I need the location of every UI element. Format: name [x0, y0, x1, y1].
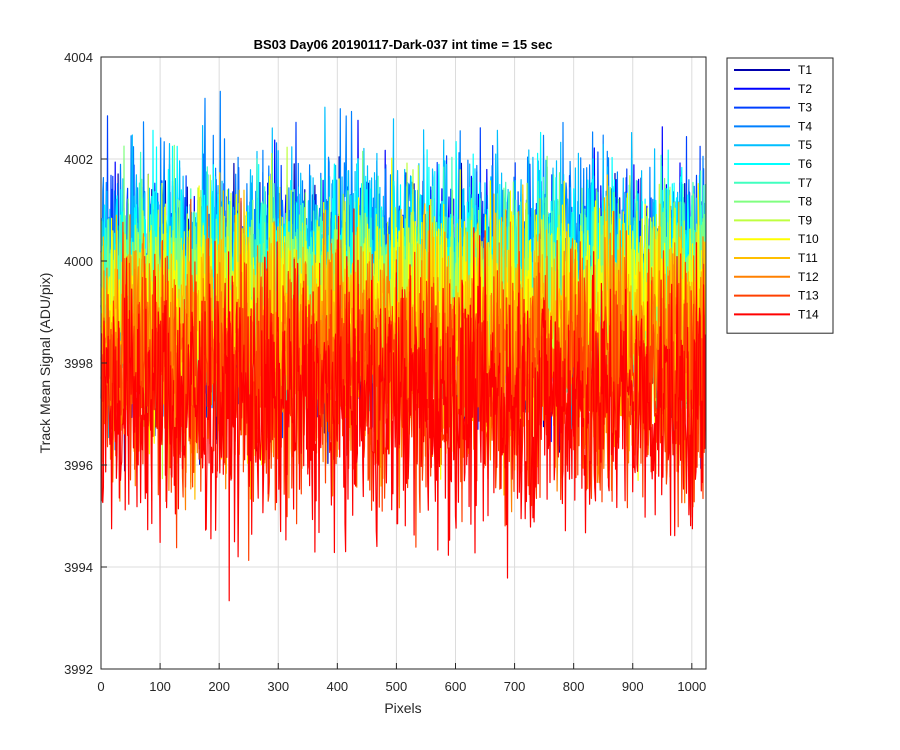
x-tick-label: 300 [267, 679, 289, 694]
x-tick-label: 700 [504, 679, 526, 694]
x-tick-label: 200 [208, 679, 230, 694]
x-tick-label: 0 [97, 679, 104, 694]
y-tick-label: 4000 [64, 254, 93, 269]
legend-label-T11: T11 [798, 251, 818, 265]
x-tick-label: 100 [149, 679, 171, 694]
series-group [100, 90, 706, 602]
legend-label-T6: T6 [798, 157, 812, 171]
legend-label-T5: T5 [798, 138, 812, 152]
legend-label-T4: T4 [798, 119, 812, 133]
legend-label-T8: T8 [798, 195, 812, 209]
legend-label-T12: T12 [798, 270, 819, 284]
legend-label-T9: T9 [798, 213, 812, 227]
x-tick-label: 1000 [677, 679, 706, 694]
legend-label-T13: T13 [798, 289, 819, 303]
legend-label-T10: T10 [798, 232, 819, 246]
y-tick-label: 3994 [64, 560, 93, 575]
y-tick-label: 4004 [64, 50, 93, 65]
legend-label-T7: T7 [798, 176, 812, 190]
x-tick-label: 600 [445, 679, 467, 694]
series-line-T14 [100, 208, 706, 602]
legend: T1 T2 T3 T4 T5 T6 T7 T8 T9 T10 T11 T12 T13 T14 [726, 57, 834, 334]
legend-label-T3: T3 [798, 101, 812, 115]
y-tick-label: 3998 [64, 356, 93, 371]
x-tick-label: 500 [386, 679, 408, 694]
ticks: 0 100 200 300 400 500 600 700 800 900 1000 3992 3994… [64, 50, 706, 694]
legend-box [726, 57, 834, 334]
y-axis-label: Track Mean Signal (ADU/pix) [37, 273, 53, 454]
y-tick-label: 3996 [64, 458, 93, 473]
chart-title: BS03 Day06 20190117-Dark-037 int time = … [254, 37, 553, 52]
legend-label-T2: T2 [798, 82, 812, 96]
x-axis-label: Pixels [384, 700, 421, 716]
x-tick-label: 900 [622, 679, 644, 694]
y-tick-label: 4002 [64, 152, 93, 167]
legend-label-T14: T14 [798, 307, 819, 321]
y-tick-label: 3992 [64, 662, 93, 677]
x-tick-label: 800 [563, 679, 585, 694]
legend-label-T1: T1 [798, 63, 812, 77]
x-tick-label: 400 [326, 679, 348, 694]
